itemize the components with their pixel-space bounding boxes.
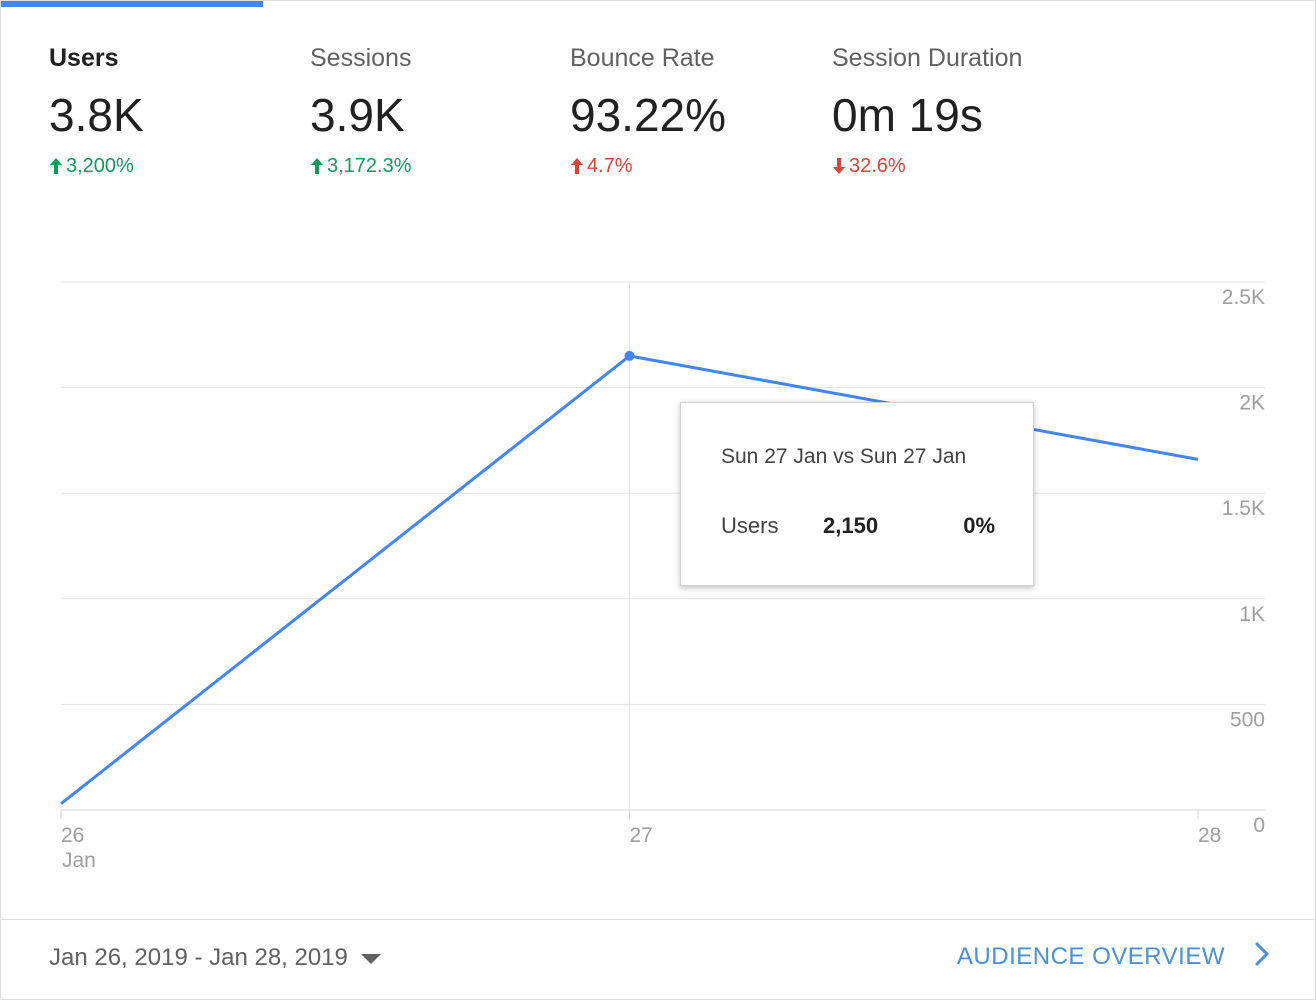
arrow-up-icon (50, 158, 62, 174)
active-tab-indicator (1, 1, 263, 7)
arrow-up-icon (311, 158, 323, 174)
tooltip-title: Sun 27 Jan vs Sun 27 Jan (721, 445, 967, 468)
metric-name: Users (49, 44, 119, 72)
metric-name: Sessions (310, 44, 412, 72)
metric-name: Session Duration (832, 44, 1023, 72)
metric-change-value: 3,172.3% (327, 155, 412, 177)
metric-tab-bounce-rate[interactable]: Bounce Rate 93.22% 4.7% (570, 41, 820, 179)
arrow-up-icon (571, 158, 583, 174)
date-range-label: Jan 26, 2019 - Jan 28, 2019 (49, 944, 348, 971)
audience-overview-label: AUDIENCE OVERVIEW (956, 942, 1225, 970)
metric-name: Bounce Rate (570, 44, 715, 72)
metric-change-value: 3,200% (66, 155, 134, 177)
tooltip-value: 2,150 (823, 513, 879, 538)
metric-change: 4.7% (570, 153, 820, 179)
x-tick-sublabel: Jan (62, 849, 96, 872)
metric-change: 3,200% (49, 153, 299, 179)
y-tick-label: 500 (1230, 708, 1265, 731)
tooltip-row: Users 2,150 0% (721, 513, 995, 543)
metric-value: 0m 19s (832, 89, 983, 141)
metric-change: 32.6% (832, 153, 1082, 179)
footer-divider (1, 919, 1316, 920)
metric-value: 3.8K (49, 89, 144, 141)
y-tick-label: 1K (1239, 603, 1265, 626)
arrow-down-icon (833, 158, 845, 174)
metric-tab-users[interactable]: Users 3.8K 3,200% (49, 41, 299, 179)
y-tick-label: 2.5K (1222, 286, 1265, 309)
x-tick-label: 27 (630, 824, 653, 847)
caret-down-icon (360, 944, 382, 972)
data-point[interactable] (624, 350, 635, 361)
metric-tab-session-duration[interactable]: Session Duration 0m 19s 32.6% (832, 41, 1082, 179)
metric-value: 3.9K (310, 89, 405, 141)
metric-change-value: 4.7% (587, 155, 633, 177)
date-range-dropdown[interactable]: Jan 26, 2019 - Jan 28, 2019 (49, 944, 382, 972)
tooltip-change: 0% (963, 513, 995, 538)
metric-change-value: 32.6% (849, 155, 906, 177)
y-tick-label: 1.5K (1222, 497, 1265, 520)
tooltip-metric: Users (721, 513, 779, 538)
y-tick-label: 0 (1253, 814, 1265, 837)
x-tick-label: 26 (61, 824, 84, 847)
x-tick-label: 28 (1198, 824, 1221, 847)
metric-value: 93.22% (570, 89, 727, 141)
chevron-right-icon (1255, 942, 1269, 971)
metric-tab-sessions[interactable]: Sessions 3.9K 3,172.3% (310, 41, 560, 179)
y-tick-label: 2K (1239, 392, 1265, 415)
chart-tooltip: Sun 27 Jan vs Sun 27 Jan Users 2,150 0% (680, 402, 1034, 586)
metric-change: 3,172.3% (310, 153, 560, 179)
audience-overview-link[interactable]: AUDIENCE OVERVIEW (957, 942, 1269, 971)
